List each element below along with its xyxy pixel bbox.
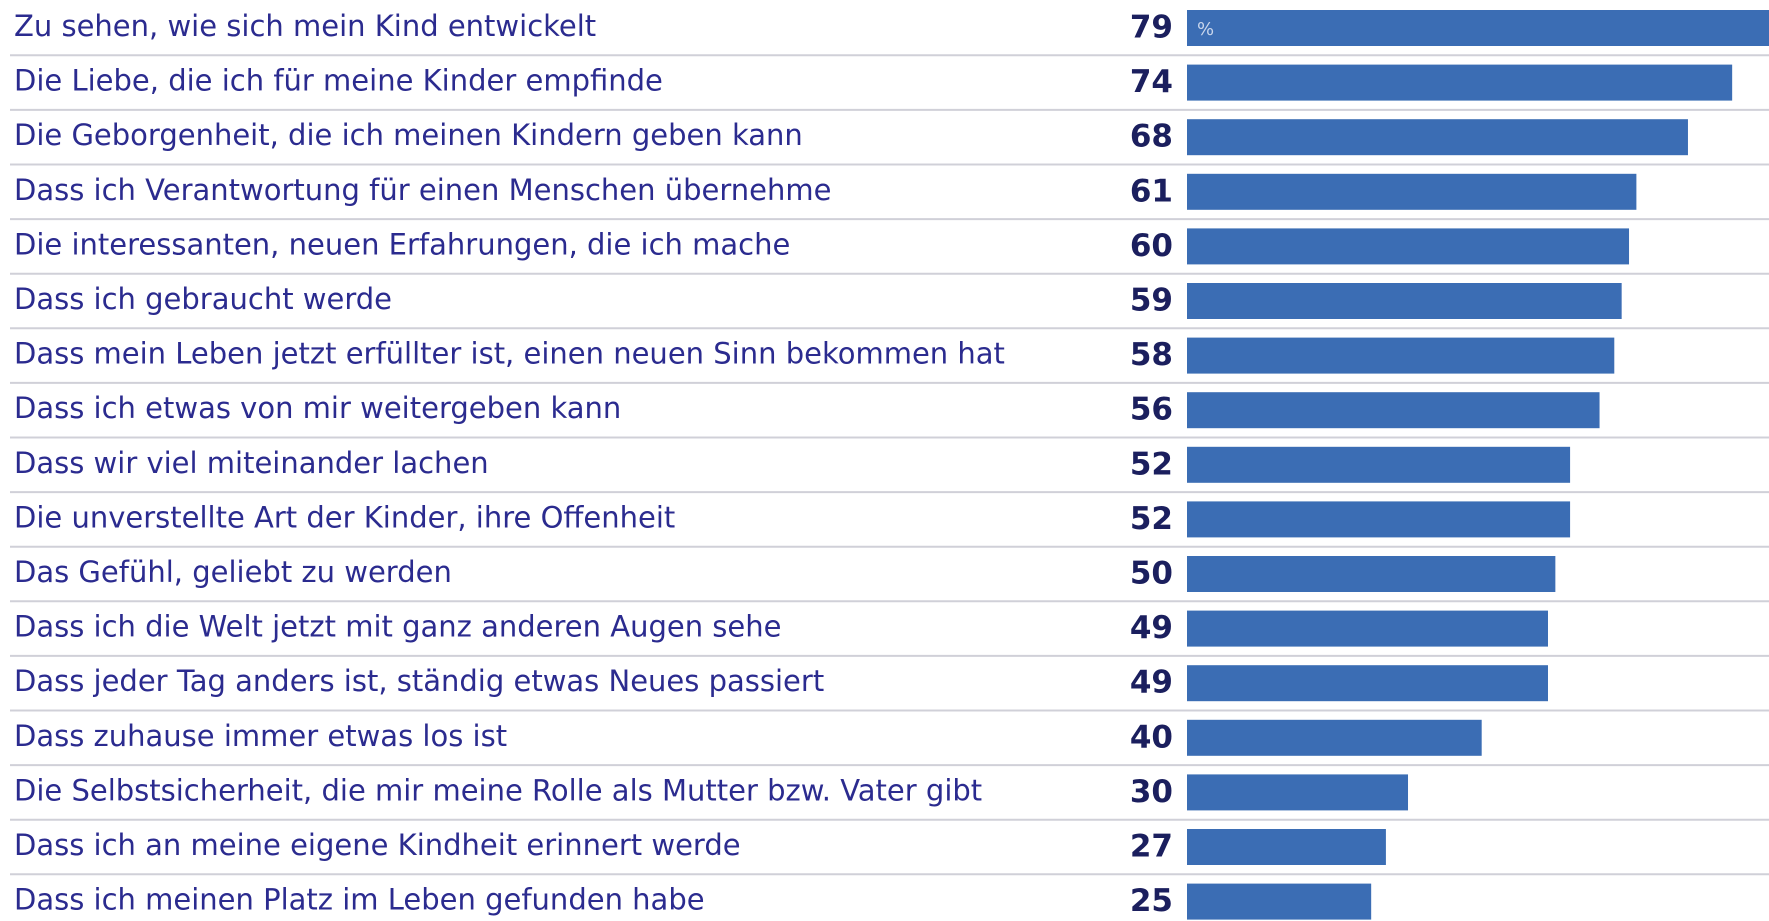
value-label: 50 [1130, 556, 1173, 592]
category-label: Die Geborgenheit, die ich meinen Kindern… [14, 118, 803, 152]
value-label: 61 [1130, 173, 1173, 209]
category-label: Dass ich meinen Platz im Leben gefunden … [14, 883, 705, 917]
bar [1187, 337, 1615, 374]
value-label: 68 [1130, 119, 1173, 155]
category-label: Dass mein Leben jetzt erfüllter ist, ein… [14, 337, 1005, 371]
value-label: 58 [1130, 337, 1173, 373]
value-label: 52 [1130, 501, 1173, 537]
value-label: 56 [1130, 392, 1173, 428]
value-label: 59 [1130, 283, 1173, 319]
bar [1187, 10, 1769, 46]
value-label: 30 [1130, 774, 1173, 810]
category-label: Dass ich Verantwortung für einen Mensche… [14, 173, 831, 207]
value-label: 79 [1130, 10, 1173, 46]
bar [1187, 173, 1637, 210]
bar [1187, 719, 1482, 756]
category-label: Dass ich an meine eigene Kindheit erinne… [14, 828, 741, 862]
value-label: 52 [1130, 446, 1173, 482]
category-label: Die interessanten, neuen Erfahrungen, di… [14, 227, 790, 261]
bar [1187, 829, 1386, 865]
bar [1187, 283, 1622, 319]
category-label: Dass ich die Welt jetzt mit ganz anderen… [14, 610, 781, 644]
bar [1187, 119, 1688, 156]
bar [1187, 228, 1630, 265]
unit-label: % [1197, 19, 1214, 40]
bar [1187, 883, 1372, 920]
bar [1187, 392, 1600, 429]
value-label: 25 [1130, 883, 1173, 919]
value-label: 40 [1130, 719, 1173, 755]
category-label: Dass jeder Tag anders ist, ständig etwas… [14, 664, 824, 698]
bar [1187, 556, 1556, 592]
value-label: 49 [1130, 665, 1173, 701]
value-label: 49 [1130, 610, 1173, 646]
category-label: Zu sehen, wie sich mein Kind entwickelt [14, 9, 596, 43]
bar [1187, 64, 1733, 101]
category-label: Dass zuhause immer etwas los ist [14, 719, 507, 753]
bar [1187, 501, 1571, 538]
category-label: Die unverstellte Art der Kinder, ihre Of… [14, 500, 675, 534]
category-label: Dass wir viel miteinander lachen [14, 446, 489, 480]
category-label: Die Selbstsicherheit, die mir meine Roll… [14, 773, 982, 807]
bar [1187, 774, 1409, 811]
value-label: 74 [1130, 64, 1173, 100]
bar [1187, 446, 1571, 483]
category-label: Die Liebe, die ich für meine Kinder empf… [14, 64, 663, 98]
bar [1187, 610, 1548, 647]
bar [1187, 665, 1548, 702]
value-label: 27 [1130, 829, 1173, 865]
category-label: Das Gefühl, geliebt zu werden [14, 555, 452, 589]
value-label: 60 [1130, 228, 1173, 264]
category-label: Dass ich gebraucht werde [14, 282, 392, 316]
category-label: Dass ich etwas von mir weitergeben kann [14, 391, 621, 425]
